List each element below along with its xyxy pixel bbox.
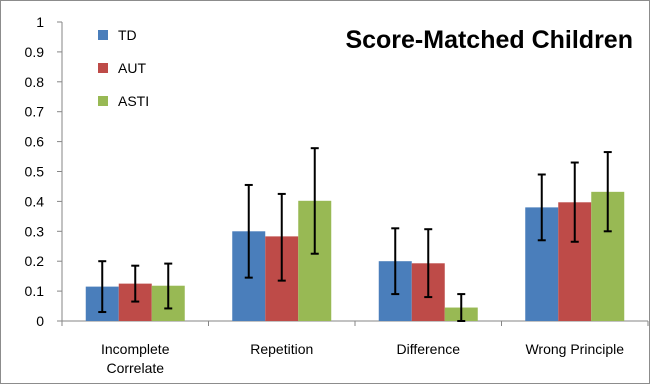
y-tick-label: 1 [36,14,44,30]
x-category-label: Wrong Principle [525,341,624,357]
y-tick-label: 0.8 [25,74,45,90]
error-bars [98,147,612,322]
y-axis: 0 0.1 0.2 0.3 0.4 0.5 0.6 0.7 0.8 0.9 1 [25,14,63,329]
y-tick-label: 0.7 [25,104,45,120]
legend: TD AUT ASTI [98,27,149,109]
y-tick-label: 0.1 [25,283,45,299]
y-tick-label: 0.2 [25,253,45,269]
legend-swatch-aut [98,63,108,73]
y-tick-label: 0.9 [25,44,45,60]
y-tick-label: 0.4 [25,193,45,209]
legend-swatch-asti [98,96,108,106]
y-tick-label: 0.6 [25,134,45,150]
legend-label-asti: ASTI [118,93,149,109]
x-category-label: Correlate [106,360,164,376]
x-category-label: Difference [396,341,460,357]
x-category-label: Incomplete [101,341,170,357]
legend-label-aut: AUT [118,60,146,76]
y-tick-label: 0 [36,313,44,329]
x-axis: Incomplete Correlate Repetition Difference W… [61,320,649,376]
legend-swatch-td [98,30,108,40]
chart-title: Score-Matched Children [345,26,633,54]
y-tick-label: 0.5 [25,164,45,180]
y-tick-label: 0.3 [25,223,45,239]
bars [85,191,625,321]
x-category-label: Repetition [250,341,313,357]
legend-label-td: TD [118,27,137,43]
